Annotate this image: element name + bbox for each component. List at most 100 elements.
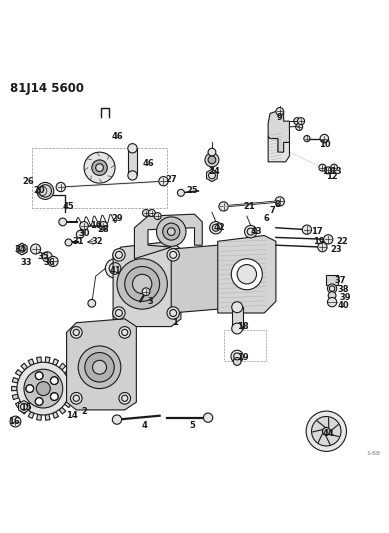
- Polygon shape: [28, 412, 34, 418]
- Text: 26: 26: [22, 177, 34, 185]
- Circle shape: [231, 259, 262, 290]
- Text: 14: 14: [67, 411, 78, 420]
- Text: 15: 15: [20, 403, 32, 413]
- Polygon shape: [207, 169, 217, 182]
- Circle shape: [117, 259, 167, 309]
- Text: 10: 10: [90, 221, 102, 230]
- Circle shape: [119, 327, 131, 338]
- Polygon shape: [218, 236, 276, 313]
- Text: 43: 43: [251, 227, 262, 236]
- Circle shape: [99, 222, 108, 230]
- Text: 41: 41: [109, 266, 121, 275]
- Circle shape: [312, 416, 341, 446]
- Text: 13: 13: [330, 167, 342, 176]
- Text: 11: 11: [322, 167, 334, 176]
- Text: 81J14 5600: 81J14 5600: [11, 83, 84, 95]
- Circle shape: [210, 222, 222, 234]
- Circle shape: [245, 225, 257, 238]
- Polygon shape: [268, 136, 289, 162]
- Text: 1-68: 1-68: [367, 451, 380, 456]
- Text: 34: 34: [14, 245, 26, 254]
- Circle shape: [76, 230, 84, 238]
- Polygon shape: [16, 401, 22, 408]
- Text: 33: 33: [20, 258, 32, 267]
- Polygon shape: [45, 357, 50, 363]
- Circle shape: [42, 252, 52, 262]
- Circle shape: [35, 372, 43, 379]
- Circle shape: [275, 197, 284, 206]
- Text: 19: 19: [313, 237, 324, 246]
- Text: 44: 44: [322, 429, 334, 438]
- Circle shape: [148, 209, 155, 216]
- Circle shape: [237, 264, 256, 284]
- Text: 28: 28: [98, 225, 109, 234]
- Text: 32: 32: [92, 237, 103, 246]
- Circle shape: [205, 153, 219, 167]
- Circle shape: [167, 249, 179, 261]
- Circle shape: [328, 297, 337, 307]
- Polygon shape: [59, 407, 66, 414]
- Text: 12: 12: [326, 172, 338, 181]
- Circle shape: [31, 244, 40, 254]
- Circle shape: [231, 350, 244, 362]
- Circle shape: [80, 222, 88, 230]
- Text: 10: 10: [319, 140, 330, 149]
- FancyBboxPatch shape: [115, 259, 130, 278]
- Circle shape: [306, 411, 347, 451]
- Circle shape: [113, 249, 125, 261]
- FancyBboxPatch shape: [128, 148, 137, 175]
- Circle shape: [302, 225, 312, 235]
- Text: 37: 37: [334, 276, 345, 285]
- Circle shape: [133, 274, 152, 294]
- Circle shape: [325, 167, 332, 174]
- Polygon shape: [135, 214, 202, 259]
- Circle shape: [304, 135, 310, 142]
- Text: 27: 27: [165, 175, 177, 184]
- Polygon shape: [53, 412, 58, 418]
- Circle shape: [37, 182, 54, 199]
- Circle shape: [324, 235, 333, 244]
- Text: 19: 19: [237, 353, 249, 362]
- Circle shape: [319, 164, 326, 171]
- Text: 4: 4: [141, 421, 147, 430]
- Polygon shape: [171, 245, 226, 313]
- Text: 30: 30: [78, 229, 90, 238]
- Circle shape: [51, 377, 58, 384]
- Circle shape: [96, 164, 103, 172]
- Text: 9: 9: [277, 113, 283, 122]
- Circle shape: [328, 284, 337, 293]
- Circle shape: [78, 346, 121, 389]
- Text: 25: 25: [187, 187, 198, 196]
- Circle shape: [156, 217, 186, 246]
- Circle shape: [318, 243, 327, 252]
- Polygon shape: [70, 386, 75, 391]
- Text: 38: 38: [338, 285, 349, 294]
- Text: 20: 20: [33, 187, 45, 196]
- Polygon shape: [65, 401, 71, 408]
- Circle shape: [296, 124, 303, 131]
- Text: 24: 24: [208, 167, 220, 176]
- Circle shape: [128, 143, 137, 153]
- Circle shape: [26, 385, 33, 392]
- Text: 35: 35: [37, 252, 49, 261]
- Circle shape: [17, 362, 70, 415]
- Circle shape: [320, 134, 329, 143]
- Circle shape: [93, 360, 107, 374]
- Circle shape: [48, 256, 58, 266]
- Circle shape: [113, 307, 125, 319]
- Circle shape: [208, 156, 216, 164]
- Circle shape: [65, 239, 72, 246]
- Circle shape: [163, 223, 180, 240]
- Circle shape: [92, 160, 107, 175]
- Circle shape: [17, 244, 27, 254]
- Circle shape: [167, 307, 179, 319]
- Text: 31: 31: [72, 237, 84, 246]
- Text: 39: 39: [340, 293, 351, 302]
- Circle shape: [84, 152, 115, 183]
- Text: 1: 1: [172, 318, 178, 327]
- Circle shape: [232, 302, 243, 313]
- Circle shape: [154, 213, 161, 220]
- Circle shape: [56, 182, 65, 192]
- Circle shape: [322, 427, 330, 435]
- Polygon shape: [45, 414, 50, 421]
